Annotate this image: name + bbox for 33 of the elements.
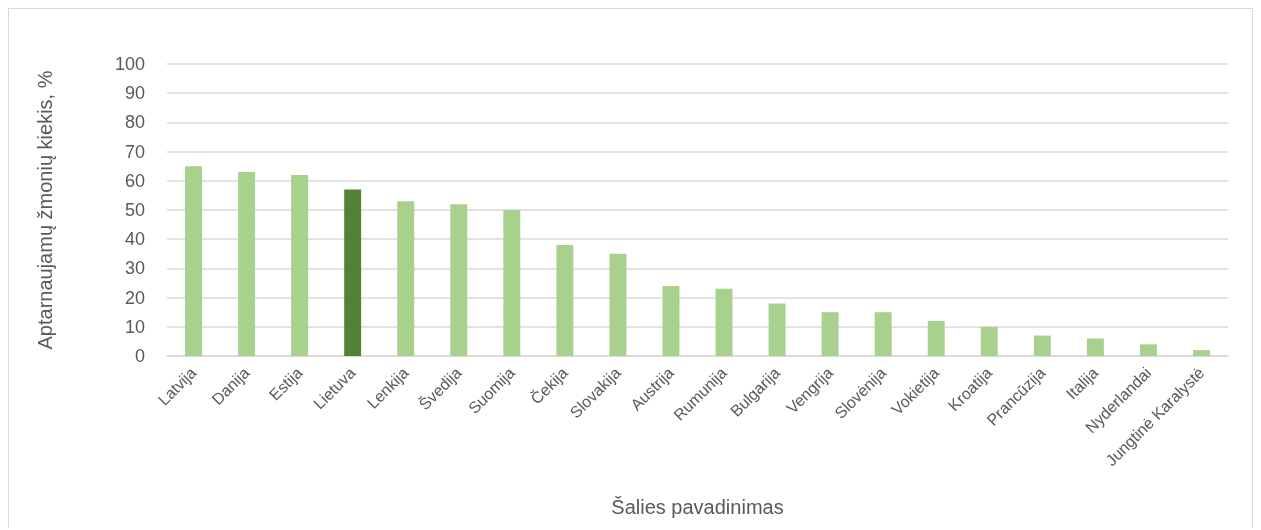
bar <box>238 172 256 356</box>
y-tick-label: 0 <box>134 346 145 366</box>
bar <box>1139 344 1157 356</box>
bar <box>609 253 627 356</box>
bar <box>344 189 362 356</box>
bar <box>874 312 892 356</box>
y-axis-title: Aptarnaujamų žmonių kiekis, % <box>34 70 56 350</box>
y-tick-label: 10 <box>124 316 145 337</box>
y-tick-label: 30 <box>124 258 145 279</box>
bar <box>1192 350 1210 356</box>
y-tick-label: 60 <box>124 170 145 191</box>
bar <box>662 285 680 356</box>
bar <box>980 326 998 356</box>
y-tick-label: 80 <box>124 112 145 133</box>
y-tick-label: 20 <box>124 287 145 308</box>
bar <box>397 201 415 356</box>
bar <box>450 204 468 356</box>
bar <box>768 303 786 356</box>
y-tick-label: 90 <box>124 83 145 104</box>
bar <box>927 320 945 356</box>
y-tick-label: 40 <box>124 229 145 250</box>
bar <box>1086 338 1104 356</box>
bar <box>556 245 574 356</box>
bar <box>821 312 839 356</box>
bar <box>503 210 521 356</box>
y-tick-label: 100 <box>114 54 145 74</box>
x-axis-title: Šalies pavadinimas <box>611 496 784 518</box>
bar <box>185 166 203 356</box>
bar <box>715 288 733 356</box>
bar <box>1033 335 1051 356</box>
bar <box>291 174 309 356</box>
y-tick-label: 70 <box>124 141 145 162</box>
y-tick-label: 50 <box>124 200 145 220</box>
